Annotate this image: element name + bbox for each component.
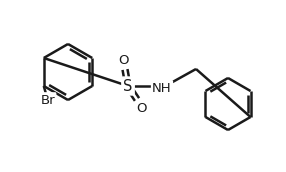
Text: O: O [137, 101, 147, 115]
Text: NH: NH [152, 82, 172, 94]
Text: Br: Br [40, 94, 55, 106]
Text: O: O [119, 53, 129, 67]
Text: S: S [123, 78, 133, 94]
